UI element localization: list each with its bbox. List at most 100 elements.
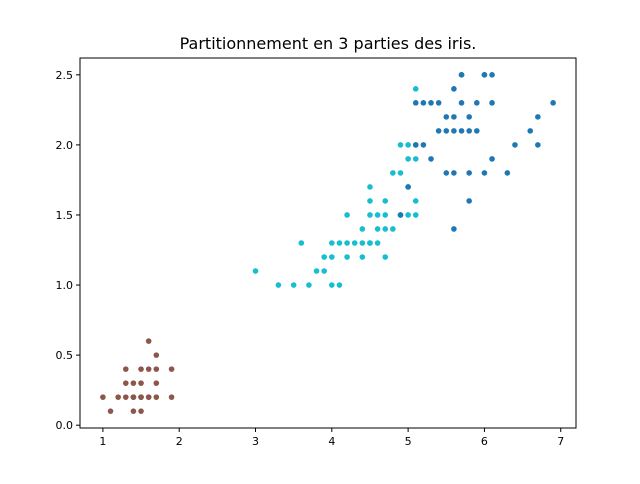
data-point [412, 212, 419, 218]
data-point [412, 142, 419, 148]
data-point [382, 254, 389, 260]
x-tick-label: 4 [328, 435, 335, 448]
data-point [397, 170, 404, 176]
data-point [359, 254, 366, 260]
data-point [374, 240, 381, 246]
data-point [489, 156, 495, 162]
data-point [374, 212, 381, 218]
data-point [382, 198, 389, 204]
data-point [451, 114, 457, 120]
data-point [466, 170, 472, 176]
data-point [397, 212, 404, 218]
data-point [168, 366, 175, 372]
data-point [138, 366, 144, 372]
data-point [168, 394, 175, 400]
data-point [290, 282, 297, 288]
data-point [474, 128, 480, 134]
data-point [153, 352, 160, 358]
data-point [535, 142, 541, 148]
data-point [489, 72, 495, 78]
data-point [329, 254, 335, 260]
y-tick-label: 2.5 [56, 69, 74, 82]
data-point [412, 156, 419, 162]
data-point [466, 198, 472, 204]
data-point [145, 366, 152, 372]
data-points [100, 72, 556, 414]
data-point [412, 100, 419, 106]
x-tick-label: 5 [405, 435, 412, 448]
data-point [412, 86, 419, 92]
data-point [458, 128, 465, 134]
data-point [130, 408, 137, 414]
data-point [443, 170, 450, 176]
data-point [275, 282, 282, 288]
data-point [336, 240, 343, 246]
data-point [374, 226, 381, 232]
data-point [390, 226, 396, 232]
data-point [481, 170, 488, 176]
data-point [420, 142, 427, 148]
data-point [405, 184, 411, 190]
cluster-1-points [100, 338, 175, 414]
data-point [474, 100, 480, 106]
data-point [329, 282, 335, 288]
data-point [420, 100, 427, 106]
data-point [351, 240, 358, 246]
data-point [298, 240, 305, 246]
data-point [153, 366, 160, 372]
data-point [321, 268, 327, 274]
data-point [344, 254, 350, 260]
x-tick-label: 6 [481, 435, 488, 448]
data-point [443, 128, 450, 134]
data-point [153, 394, 160, 400]
data-point [313, 268, 320, 274]
data-point [138, 394, 144, 400]
data-point [451, 226, 457, 232]
data-point [344, 212, 350, 218]
data-point [535, 114, 541, 120]
data-point [466, 114, 472, 120]
y-tick-label: 1.5 [56, 209, 74, 222]
data-point [443, 114, 450, 120]
data-point [153, 380, 160, 386]
data-point [451, 128, 457, 134]
data-point [138, 408, 144, 414]
data-point [145, 394, 152, 400]
data-point [122, 366, 129, 372]
data-point [451, 86, 457, 92]
data-point [344, 240, 350, 246]
data-point [428, 100, 434, 106]
data-point [435, 128, 442, 134]
tick-layer: 1 2 3 4 5 6 7 0.0 0.5 1.0 1.5 2.0 2.5 [56, 69, 565, 448]
data-point [466, 128, 472, 134]
data-point [329, 240, 335, 246]
data-point [412, 198, 419, 204]
data-point [145, 338, 152, 344]
data-point [405, 212, 411, 218]
data-point [489, 100, 495, 106]
data-point [390, 170, 396, 176]
data-point [107, 408, 114, 414]
x-tick-label: 3 [252, 435, 259, 448]
data-point [115, 394, 121, 400]
x-tick-label: 1 [99, 435, 106, 448]
data-point [130, 394, 137, 400]
data-point [405, 156, 411, 162]
data-point [336, 282, 343, 288]
data-point [550, 100, 556, 106]
data-point [504, 170, 511, 176]
data-point [122, 394, 129, 400]
data-point [306, 282, 312, 288]
data-point [458, 72, 465, 78]
data-point [122, 380, 129, 386]
y-tick-label: 0.5 [56, 349, 74, 362]
data-point [138, 380, 144, 386]
y-tick-label: 2.0 [56, 139, 74, 152]
data-point [451, 170, 457, 176]
data-point [382, 212, 389, 218]
data-point [527, 128, 534, 134]
data-point [512, 142, 518, 148]
